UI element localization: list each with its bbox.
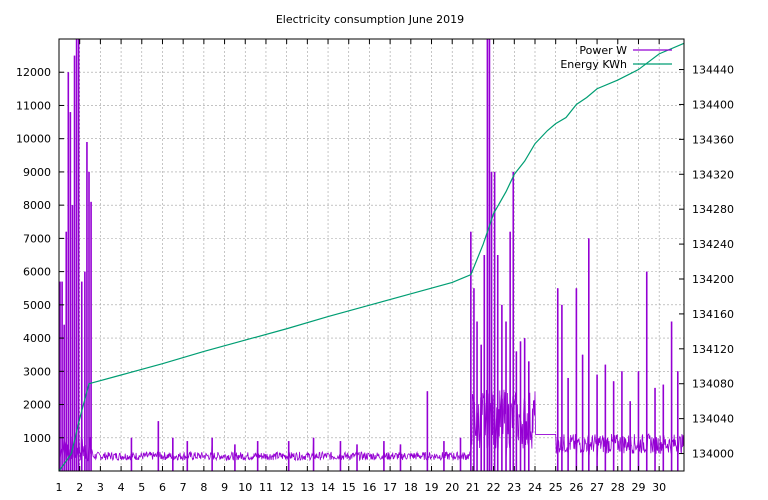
plot-frame [58, 38, 685, 472]
x-tick-label: 1 [56, 481, 63, 494]
x-tick-label: 12 [280, 481, 294, 494]
y2-tick-label: 134000 [692, 448, 734, 461]
y-tick-label: 4000 [23, 332, 51, 345]
chart-title: Electricity consumption June 2019 [276, 13, 464, 26]
x-tick-label: 4 [118, 481, 125, 494]
y-tick-label: 12000 [16, 66, 51, 79]
y2-tick-label: 134040 [692, 413, 734, 426]
y-tick-label: 3000 [23, 365, 51, 378]
y2-tick-label: 134200 [692, 273, 734, 286]
x-tick-label: 3 [97, 481, 104, 494]
y2-tick-label: 134120 [692, 343, 734, 356]
x-tick-label: 19 [425, 481, 439, 494]
y-tick-label: 9000 [23, 166, 51, 179]
y-tick-label: 5000 [23, 299, 51, 312]
x-tick-label: 6 [159, 481, 166, 494]
x-tick-label: 2 [76, 481, 83, 494]
y2-tick-label: 134360 [692, 133, 734, 146]
y-tick-label: 6000 [23, 266, 51, 279]
x-tick-label: 27 [590, 481, 604, 494]
x-tick-label: 16 [362, 481, 376, 494]
y2-tick-label: 134160 [692, 308, 734, 321]
y2-tick-label: 134400 [692, 98, 734, 111]
y-tick-label: 2000 [23, 399, 51, 412]
x-tick-label: 28 [611, 481, 625, 494]
y2-tick-label: 134280 [692, 203, 734, 216]
legend-label-energy: Energy KWh [560, 58, 627, 71]
y-tick-label: 11000 [16, 99, 51, 112]
x-tick-label: 21 [466, 481, 480, 494]
power-line [58, 38, 685, 462]
y-tick-label: 10000 [16, 133, 51, 146]
x-tick-label: 11 [259, 481, 273, 494]
x-tick-label: 9 [221, 481, 228, 494]
x-tick-label: 26 [569, 481, 583, 494]
x-tick-label: 23 [507, 481, 521, 494]
y2-tick-label: 134080 [692, 378, 734, 391]
energy-line [58, 42, 685, 472]
y2-tick-label: 134440 [692, 64, 734, 77]
y-tick-label: 7000 [23, 232, 51, 245]
energy-series [58, 42, 685, 472]
grid-lines [59, 39, 684, 471]
x-tick-label: 24 [528, 481, 542, 494]
x-tick-label: 14 [321, 481, 335, 494]
y2-tick-label: 134320 [692, 168, 734, 181]
power-series [58, 38, 685, 471]
x-tick-label: 17 [383, 481, 397, 494]
x-tick-label: 29 [631, 481, 645, 494]
x-tick-label: 5 [138, 481, 145, 494]
x-tick-label: 15 [342, 481, 356, 494]
x-tick-label: 13 [300, 481, 314, 494]
x-tick-label: 25 [549, 481, 563, 494]
x-tick-label: 18 [404, 481, 418, 494]
y2-tick-label: 134240 [692, 238, 734, 251]
legend: Power W Energy KWh [560, 44, 672, 71]
x-tick-label: 10 [238, 481, 252, 494]
x-tick-label: 30 [652, 481, 666, 494]
y-tick-label: 1000 [23, 432, 51, 445]
x-tick-label: 8 [200, 481, 207, 494]
x-tick-label: 7 [180, 481, 187, 494]
y-tick-label: 8000 [23, 199, 51, 212]
legend-label-power: Power W [579, 44, 627, 57]
x-tick-label: 22 [487, 481, 501, 494]
x-tick-label: 20 [445, 481, 459, 494]
axis-ticks: 1 2 3 4 5 6 7 8 9 10 11 12 13 14 15 16 17 18 19 20 21 22 23 24 2… [16, 39, 734, 494]
